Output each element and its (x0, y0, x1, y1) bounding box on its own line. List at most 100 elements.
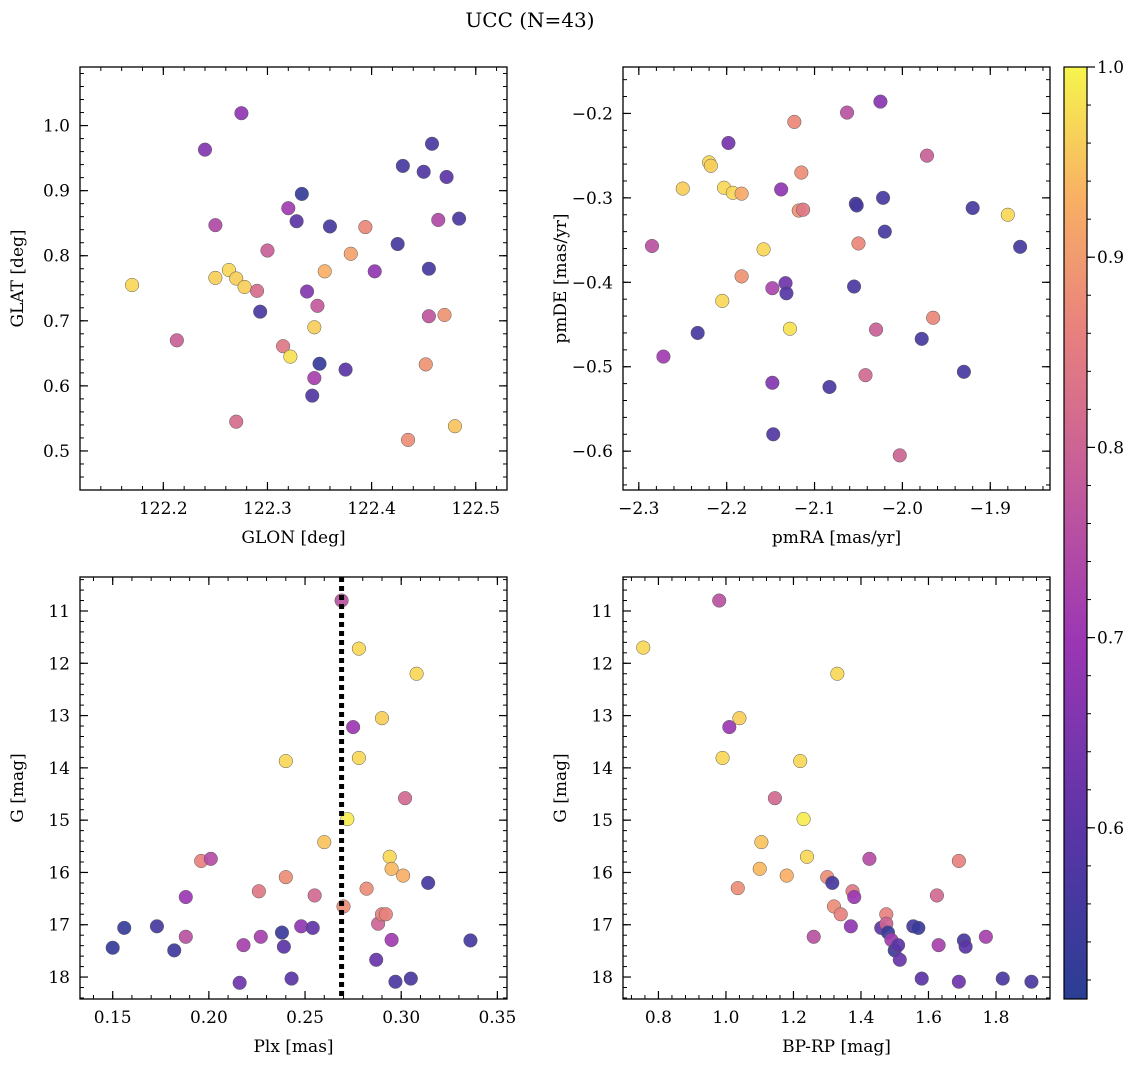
scatter-point (877, 224, 892, 239)
y-tick-label: 0.7 (43, 312, 70, 332)
minor-ticks (623, 67, 1050, 490)
scatter-point (312, 356, 327, 371)
y-tick-label: −0.3 (572, 189, 613, 209)
scatter-point (722, 720, 737, 735)
y-tick-label: 17 (48, 916, 70, 936)
scatter-point (374, 711, 390, 726)
scatter-point (169, 333, 184, 348)
y-tick-label: 16 (48, 863, 70, 883)
scatter-point (274, 925, 290, 940)
axes-frame (622, 66, 1051, 491)
scatter-point (767, 791, 782, 806)
scatter-point (833, 907, 848, 922)
scatter-point (125, 277, 140, 293)
scatter-point (390, 236, 405, 252)
scatter-point (232, 975, 247, 990)
y-tick-label: 12 (48, 654, 70, 674)
scatter-point (732, 711, 747, 726)
scatter-point (299, 284, 315, 299)
scatter-point (843, 919, 858, 934)
x-axis-label: GLON [deg] (241, 528, 345, 548)
scatter-point (965, 200, 980, 216)
scatter-point (734, 186, 749, 201)
scatter-point (911, 920, 926, 935)
scatter-point (774, 182, 789, 197)
scatter-point (914, 331, 929, 346)
scatter-point (1024, 974, 1039, 989)
scatter-point (105, 940, 120, 955)
x-tick-label: 122.2 (139, 499, 188, 519)
scatter-point (779, 286, 794, 301)
y-tick-label: 18 (48, 968, 70, 988)
scatter-point (929, 888, 944, 903)
y-axis-label: G [mag] (551, 753, 571, 822)
scatter-point (351, 750, 366, 765)
scatter-point (806, 929, 821, 944)
scatter-point (338, 362, 353, 377)
colorbar-tick-label: 0.6 (1097, 819, 1124, 839)
scatter-point (310, 298, 325, 313)
x-tick-label: −2.1 (794, 499, 835, 519)
x-tick-label: 0.35 (478, 1008, 516, 1028)
scatter-point (931, 938, 946, 953)
x-tick-label: −2.2 (706, 499, 747, 519)
scatter-point (787, 114, 802, 129)
scatter-point (851, 236, 866, 251)
y-tick-label: −0.4 (572, 273, 613, 293)
colorbar-tick-label: 0.8 (1097, 438, 1124, 458)
axes-frame (79, 576, 508, 1000)
scatter-point (1000, 207, 1015, 222)
x-tick-label: 1.4 (847, 1008, 874, 1028)
colorbar-gradient (1063, 66, 1088, 1000)
scatter-point (384, 932, 399, 947)
scatter-point (463, 933, 478, 948)
scatter-point (234, 106, 249, 121)
y-tick-label: 15 (48, 811, 70, 831)
scatter-point (343, 246, 358, 261)
scatter-point (951, 974, 966, 989)
scatter-point (858, 368, 873, 383)
scatter-point (721, 135, 736, 151)
scatter-point (995, 971, 1010, 986)
scatter-point (830, 666, 845, 681)
scatter-point (839, 105, 855, 120)
scatter-point (284, 971, 299, 986)
x-tick-label: 0.25 (286, 1008, 324, 1028)
y-tick-label: 0.5 (43, 442, 70, 462)
x-tick-label: 1.0 (712, 1008, 739, 1028)
scatter-point (229, 414, 244, 429)
scatter-point (229, 271, 244, 286)
scatter-point (421, 309, 436, 324)
scatter-point (868, 322, 884, 337)
scatter-point (281, 201, 296, 216)
figure-title: UCC (N=43) (465, 8, 594, 32)
scatter-point (396, 868, 411, 883)
scatter-point (253, 929, 268, 944)
scatter-point (167, 943, 182, 958)
axes-frame (79, 66, 508, 491)
x-tick-label: 0.15 (94, 1008, 132, 1028)
scatter-point (388, 974, 403, 989)
scatter-point (307, 320, 322, 335)
scatter-point (796, 812, 811, 827)
y-tick-label: 0.8 (43, 247, 70, 267)
scatter-point (251, 884, 266, 899)
minor-ticks (79, 67, 507, 491)
scatter-point (208, 270, 223, 285)
scatter-point (956, 364, 971, 379)
scatter-point (421, 261, 436, 276)
scatter-point (756, 242, 771, 257)
scatter-point (278, 754, 293, 769)
scatter-point (403, 971, 418, 986)
scatter-point (421, 875, 436, 890)
scatter-point (197, 142, 213, 157)
scatter-point (351, 641, 366, 656)
y-tick-label: 12 (591, 654, 613, 674)
x-axis-label: pmRA [mas/yr] (772, 528, 901, 548)
scatter-points (644, 94, 1028, 463)
scatter-point (794, 165, 809, 180)
y-tick-label: 0.6 (43, 377, 70, 397)
scatter-points (105, 593, 478, 990)
y-axis-label: pmDE [mas/yr] (551, 213, 571, 343)
